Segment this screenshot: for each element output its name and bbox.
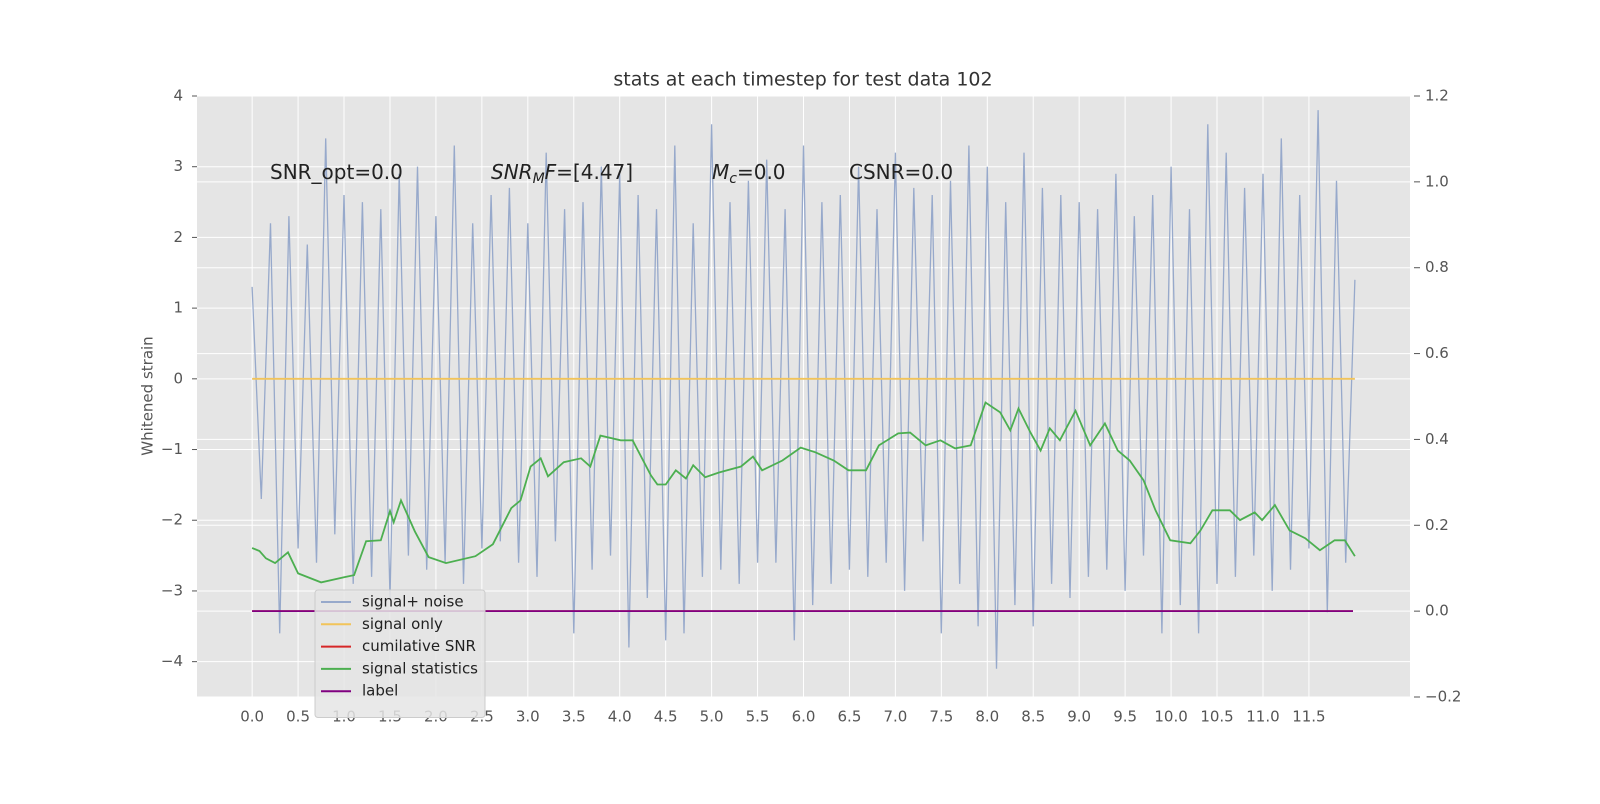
- y2-tick-label: −0.2: [1425, 688, 1461, 706]
- x-tick-label: 5.0: [700, 708, 724, 726]
- annotation-rest: F=[4.47]: [545, 160, 633, 184]
- x-tick-label: 5.5: [746, 708, 770, 726]
- y-tick-label: −3: [161, 581, 183, 599]
- x-tick-label: 7.5: [929, 708, 953, 726]
- y2-tick-label: 0.0: [1425, 602, 1449, 620]
- y-tick-label: −4: [161, 652, 183, 670]
- annotation: SNRMF=[4.47]: [491, 160, 633, 188]
- legend-label: signal statistics: [362, 659, 478, 677]
- legend-label: signal+ noise: [362, 593, 464, 611]
- annotation-base: SNR: [491, 160, 533, 184]
- y2-tick-label: 1.2: [1425, 87, 1449, 105]
- x-tick-label: 0.5: [286, 708, 310, 726]
- x-tick-label: 11.5: [1292, 708, 1325, 726]
- y2-tick-label: 0.6: [1425, 344, 1449, 362]
- x-tick-label: 4.5: [654, 708, 678, 726]
- y2-tick-label: 0.2: [1425, 516, 1449, 534]
- x-tick-label: 8.5: [1021, 708, 1045, 726]
- chart-title: stats at each timestep for test data 102: [613, 69, 992, 91]
- x-tick-label: 6.0: [792, 708, 816, 726]
- series-line: [251, 110, 1356, 669]
- annotation-sub: M: [533, 171, 545, 187]
- y2-tick-label: 0.8: [1425, 258, 1449, 276]
- y2-tick-label: 0.4: [1425, 430, 1449, 448]
- x-tick-label: 3.5: [562, 708, 586, 726]
- x-tick-label: 8.0: [975, 708, 999, 726]
- annotation: SNR_opt=0.0: [270, 160, 403, 184]
- annotations: SNR_opt=0.0 SNRMF=[4.47] Mc=0.0 CSNR=0.0: [270, 160, 953, 188]
- y2-tick-label: 1.0: [1425, 172, 1449, 190]
- annotation-base: M: [712, 160, 729, 184]
- y-tick-label: −2: [161, 511, 183, 529]
- y-tick-label: 1: [173, 299, 183, 317]
- y-tick-label: 0: [173, 369, 183, 387]
- legend-label: signal only: [362, 615, 443, 633]
- x-tick-label: 3.0: [516, 708, 540, 726]
- legend-box: [314, 589, 486, 718]
- annotation: CSNR=0.0: [849, 160, 953, 184]
- x-tick-label: 11.0: [1246, 708, 1279, 726]
- x-tick-label: 6.5: [838, 708, 862, 726]
- axes: 0.00.51.01.52.02.53.03.54.04.55.05.56.06…: [161, 87, 1462, 726]
- x-tick-label: 9.5: [1113, 708, 1137, 726]
- annotation-sub: c: [729, 171, 737, 187]
- legend-label: label: [362, 682, 398, 700]
- x-tick-label: 4.0: [608, 708, 632, 726]
- y-tick-label: 4: [173, 87, 183, 105]
- legend-label: cumilative SNR: [362, 637, 476, 655]
- y-tick-label: 3: [173, 157, 183, 175]
- x-tick-label: 0.0: [240, 708, 264, 726]
- x-tick-label: 10.5: [1200, 708, 1233, 726]
- y-axis-label: Whitened strain: [139, 336, 157, 455]
- legend: signal+ noise signal only cumilative SNR si…: [314, 589, 486, 718]
- annotation-base: SNR_opt=0.0: [270, 160, 403, 184]
- y-tick-label: 2: [173, 228, 183, 246]
- series-line: [251, 401, 1356, 584]
- annotation: Mc=0.0: [712, 160, 786, 188]
- x-tick-label: 7.0: [883, 708, 907, 726]
- annotation-rest: =0.0: [737, 160, 786, 184]
- x-tick-label: 10.0: [1154, 708, 1187, 726]
- x-tick-label: 9.0: [1067, 708, 1091, 726]
- annotation-base: CSNR=0.0: [849, 160, 953, 184]
- y-tick-label: −1: [161, 440, 183, 458]
